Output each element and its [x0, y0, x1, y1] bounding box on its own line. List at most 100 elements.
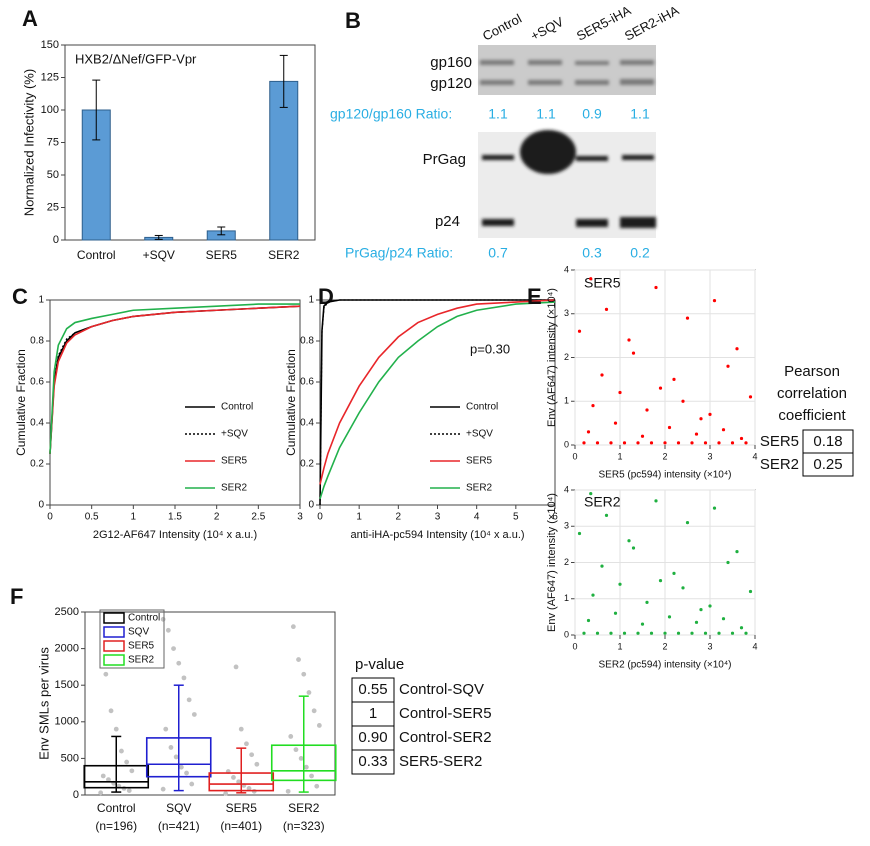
x-tick-label: Control [97, 801, 136, 815]
point [108, 708, 114, 714]
point [604, 307, 609, 311]
n-label: (n=323) [283, 819, 325, 833]
point [254, 761, 260, 767]
point [178, 764, 184, 770]
point [739, 626, 744, 630]
y-tick-label: 125 [41, 71, 59, 83]
point [586, 430, 591, 434]
annotation: p=0.30 [470, 341, 510, 356]
point [613, 611, 618, 615]
y-tick-label: 0.4 [300, 418, 314, 429]
y-tick-label: 0.4 [30, 418, 44, 429]
cdf-line [319, 299, 555, 506]
point [119, 748, 124, 754]
ratio-value: 1.1 [488, 106, 508, 122]
cdf-line [319, 299, 556, 485]
x-tick-label: 1 [131, 512, 137, 523]
point [233, 664, 239, 670]
point [306, 690, 312, 695]
table-cell [351, 749, 395, 775]
x-tick-label: 0 [572, 451, 577, 461]
x-axis-label: 2G12-AF647 Intensity (10⁴ x a.u.) [93, 529, 257, 541]
point [191, 712, 197, 717]
point [699, 417, 703, 421]
band-label: p24 [435, 213, 460, 230]
comparison: Control-SQV [399, 681, 484, 698]
x-tick-label: 2 [214, 512, 220, 523]
x-axis-label: SER2 (pc594) intensity (×10⁴) [599, 660, 732, 671]
comparison: Control-SER5 [399, 705, 492, 722]
point [314, 783, 320, 789]
band-label: gp160 [430, 54, 472, 71]
point [129, 768, 135, 774]
point [685, 316, 690, 320]
row-label: SER2 [760, 456, 799, 473]
box [145, 737, 212, 778]
point [126, 788, 132, 794]
y-tick-label: 100 [41, 104, 59, 116]
y-tick-label: 0 [308, 500, 314, 511]
legend-swatch [103, 640, 125, 652]
pvalue-title: p-value [355, 656, 404, 673]
point [712, 506, 717, 510]
x-tick-label: 2 [396, 512, 402, 523]
y-tick-label: 150 [41, 39, 59, 51]
point [600, 564, 604, 568]
panel-label: D [318, 284, 334, 309]
y-tick-label: 0 [53, 234, 59, 246]
point [165, 627, 171, 633]
point [663, 631, 667, 635]
x-tick-label: 4 [752, 641, 757, 651]
point [676, 631, 681, 635]
y-tick-label: 1 [564, 396, 569, 406]
point [730, 631, 735, 635]
point [681, 586, 685, 590]
y-axis-label: Cumulative Fraction [284, 349, 298, 456]
point [113, 726, 119, 732]
point [298, 756, 304, 761]
x-tick-label: 1 [356, 512, 362, 523]
point [708, 604, 712, 608]
x-tick-label: 3 [297, 512, 303, 523]
y-tick-label: 500 [61, 752, 79, 764]
point [124, 759, 130, 765]
legend-label: +SQV [221, 429, 248, 440]
point [586, 618, 591, 623]
panel-label: E [527, 284, 542, 309]
legend-label: SER2 [128, 655, 155, 666]
point [744, 441, 748, 445]
ratio-value: 0.7 [488, 245, 508, 261]
y-tick-label: 4 [564, 484, 569, 494]
y-tick-label: 3 [564, 308, 569, 318]
point [645, 408, 649, 412]
y-axis-label: Cumulative Fraction [14, 349, 28, 456]
point [618, 582, 622, 586]
point [654, 285, 658, 290]
point [160, 786, 166, 792]
point [184, 770, 189, 776]
point [690, 631, 694, 635]
y-tick-label: 25 [47, 201, 59, 213]
x-tick-label: +SQV [143, 248, 175, 262]
comparison: SER5-SER2 [399, 753, 482, 770]
point [717, 441, 721, 445]
legend-label: Control [221, 402, 253, 413]
y-tick-label: 50 [47, 169, 59, 181]
point [591, 404, 595, 408]
x-tick-label: 3 [707, 641, 712, 651]
x-axis-label: SER5 (pc594) intensity (×10⁴) [599, 470, 732, 481]
point [189, 781, 195, 787]
ratio-value: 1.1 [536, 106, 556, 122]
panel-label: B [345, 8, 361, 33]
y-axis-label: Env (AF647) intensity (×10⁴) [546, 288, 558, 427]
point [609, 441, 613, 445]
point [681, 399, 685, 403]
legend-frame [99, 609, 165, 669]
y-tick-label: 0.8 [300, 336, 314, 347]
point [238, 726, 244, 732]
annotation: HXB2/ΔNef/GFP-Vpr [75, 51, 197, 66]
point [627, 338, 631, 342]
x-tick-label: 0 [317, 512, 323, 523]
point [730, 441, 735, 445]
